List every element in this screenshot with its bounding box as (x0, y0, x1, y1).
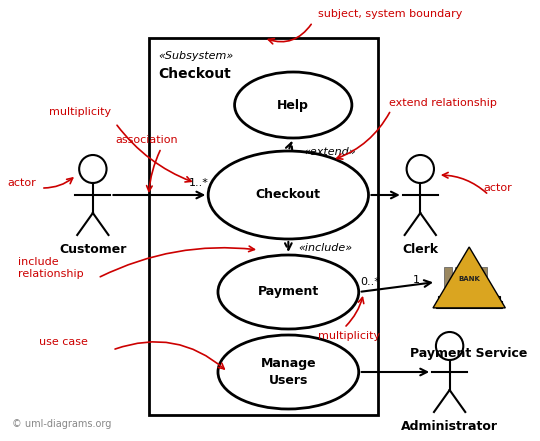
Text: include
relationship: include relationship (18, 257, 83, 279)
Bar (440, 296, 498, 301)
Text: subject, system boundary: subject, system boundary (318, 9, 462, 19)
Text: «include»: «include» (298, 243, 352, 253)
Polygon shape (433, 247, 505, 308)
Circle shape (436, 332, 463, 360)
Text: Checkout: Checkout (158, 67, 231, 81)
Text: association: association (116, 135, 178, 145)
Text: Help: Help (278, 98, 309, 112)
Bar (479, 267, 487, 296)
Text: actor: actor (8, 178, 37, 188)
Text: Customer: Customer (59, 243, 126, 256)
Text: Payment: Payment (258, 285, 319, 299)
Ellipse shape (218, 255, 359, 329)
Bar (444, 267, 451, 296)
Text: Clerk: Clerk (402, 243, 438, 256)
Text: multiplicity: multiplicity (318, 331, 380, 341)
Text: Payment Service: Payment Service (410, 348, 528, 360)
Text: «Subsystem»: «Subsystem» (158, 51, 234, 61)
Text: Manage
Users: Manage Users (260, 358, 316, 386)
Text: multiplicity: multiplicity (49, 107, 111, 117)
Bar (467, 267, 475, 296)
Ellipse shape (208, 151, 368, 239)
Text: Administrator: Administrator (401, 420, 498, 433)
Circle shape (79, 155, 106, 183)
Ellipse shape (234, 72, 352, 138)
Bar (455, 267, 463, 296)
Bar (436, 301, 502, 308)
Text: BANK: BANK (458, 277, 480, 282)
Text: 0..*: 0..* (361, 277, 381, 287)
Circle shape (407, 155, 434, 183)
Bar (438, 296, 501, 302)
Text: Checkout: Checkout (256, 188, 321, 202)
Text: © uml-diagrams.org: © uml-diagrams.org (12, 419, 111, 429)
Text: 1: 1 (413, 275, 420, 285)
Text: use case: use case (39, 337, 88, 347)
Text: actor: actor (484, 183, 512, 193)
Text: 1..*: 1..* (188, 178, 208, 188)
Bar (148, 38, 378, 415)
Text: «extend»: «extend» (303, 147, 356, 157)
Text: extend relationship: extend relationship (389, 98, 497, 108)
Ellipse shape (218, 335, 359, 409)
